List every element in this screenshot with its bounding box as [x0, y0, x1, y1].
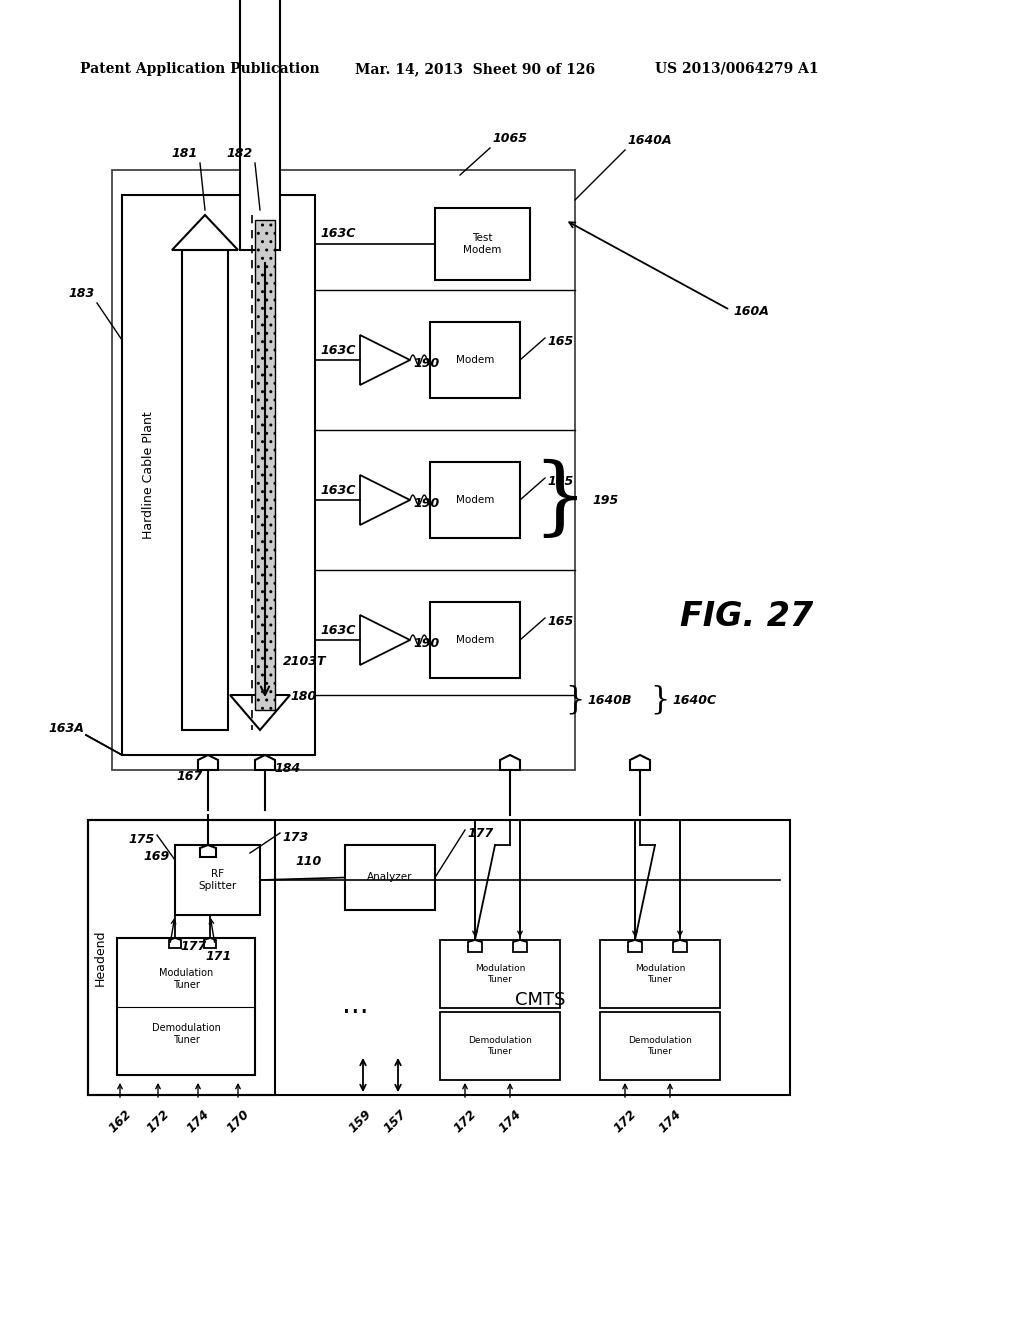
Text: 183: 183	[69, 286, 95, 300]
Text: }: }	[650, 685, 670, 715]
Text: 172: 172	[611, 1107, 639, 1135]
Text: 163C: 163C	[319, 624, 355, 638]
Text: 171: 171	[205, 950, 231, 964]
Text: 163C: 163C	[319, 345, 355, 356]
Polygon shape	[630, 755, 650, 770]
Text: Headend: Headend	[93, 929, 106, 986]
Bar	[430, 462, 520, 539]
Text: Mar. 14, 2013  Sheet 90 of 126: Mar. 14, 2013 Sheet 90 of 126	[355, 62, 595, 77]
Bar	[182, 249, 228, 730]
Text: }: }	[532, 458, 588, 541]
Text: Analyzer: Analyzer	[368, 873, 413, 883]
Polygon shape	[204, 939, 216, 948]
Text: US 2013/0064279 A1: US 2013/0064279 A1	[655, 62, 818, 77]
Text: 1640B: 1640B	[587, 693, 632, 706]
Polygon shape	[500, 755, 520, 770]
Bar	[175, 845, 260, 915]
Text: Demodulation
Tuner: Demodulation Tuner	[468, 1036, 531, 1056]
Text: 195: 195	[592, 494, 618, 507]
Bar	[430, 602, 520, 678]
Text: 177: 177	[180, 940, 206, 953]
Polygon shape	[468, 940, 482, 952]
Bar	[88, 820, 790, 1096]
Text: Hardline Cable Plant: Hardline Cable Plant	[141, 411, 155, 539]
Polygon shape	[198, 755, 218, 770]
Polygon shape	[230, 696, 290, 730]
Text: 159: 159	[346, 1107, 374, 1135]
Polygon shape	[513, 940, 527, 952]
Text: Modulation
Tuner: Modulation Tuner	[159, 969, 213, 990]
Polygon shape	[200, 845, 216, 857]
Text: 2103T: 2103T	[283, 655, 327, 668]
Text: 1640A: 1640A	[627, 135, 672, 147]
Bar	[600, 1012, 720, 1080]
Text: 174: 174	[496, 1107, 524, 1135]
Polygon shape	[673, 940, 687, 952]
Text: 1065: 1065	[492, 132, 527, 145]
Text: 175: 175	[129, 833, 155, 846]
Text: 174: 174	[184, 1107, 212, 1135]
Text: 190: 190	[413, 498, 439, 510]
Text: Modem: Modem	[456, 355, 495, 366]
Bar	[440, 940, 560, 1008]
Bar	[435, 209, 530, 280]
Bar	[112, 170, 575, 770]
Text: 157: 157	[381, 1107, 409, 1135]
Text: 181: 181	[172, 147, 198, 160]
Text: Modem: Modem	[456, 635, 495, 645]
Text: ...: ...	[342, 991, 369, 1019]
Text: 180: 180	[290, 690, 316, 704]
Text: RF
Splitter: RF Splitter	[199, 869, 237, 891]
Text: 190: 190	[413, 638, 439, 649]
Text: CMTS: CMTS	[515, 991, 565, 1008]
Polygon shape	[169, 939, 181, 948]
Text: Demodulation
Tuner: Demodulation Tuner	[628, 1036, 692, 1056]
Text: 190: 190	[413, 356, 439, 370]
Text: FIG. 27: FIG. 27	[680, 601, 813, 634]
Text: 110: 110	[295, 855, 322, 869]
Bar	[240, 0, 280, 249]
Text: 163C: 163C	[319, 227, 355, 240]
Polygon shape	[628, 940, 642, 952]
Text: 160A: 160A	[733, 305, 769, 318]
Text: 165: 165	[547, 335, 573, 348]
Bar	[600, 940, 720, 1008]
Text: Modulation
Tuner: Modulation Tuner	[475, 965, 525, 983]
Text: 163C: 163C	[319, 484, 355, 498]
Text: 170: 170	[224, 1107, 252, 1135]
Bar	[440, 1012, 560, 1080]
Text: Modulation
Tuner: Modulation Tuner	[635, 965, 685, 983]
Text: 169: 169	[143, 850, 170, 863]
Text: Modem: Modem	[456, 495, 495, 506]
Text: 182: 182	[226, 147, 253, 160]
Polygon shape	[255, 755, 275, 770]
Bar	[430, 322, 520, 399]
Text: 172: 172	[452, 1107, 479, 1135]
Text: }: }	[565, 685, 585, 715]
Bar	[345, 845, 435, 909]
Text: 184: 184	[274, 762, 300, 775]
Text: 172: 172	[144, 1107, 172, 1135]
Bar	[255, 220, 275, 710]
Text: Patent Application Publication: Patent Application Publication	[80, 62, 319, 77]
Polygon shape	[360, 615, 410, 665]
Text: 162: 162	[106, 1107, 134, 1135]
Bar	[122, 195, 315, 755]
Bar	[117, 939, 255, 1074]
Text: 163A: 163A	[48, 722, 84, 735]
Text: 167: 167	[177, 770, 203, 783]
Text: Demodulation
Tuner: Demodulation Tuner	[152, 1023, 220, 1044]
Polygon shape	[360, 475, 410, 525]
Polygon shape	[172, 215, 238, 249]
Text: 165: 165	[547, 615, 573, 628]
Text: 165: 165	[547, 475, 573, 488]
Text: 173: 173	[282, 832, 308, 843]
Bar	[88, 820, 275, 1096]
Text: Test
Modem: Test Modem	[463, 234, 502, 255]
Text: 174: 174	[656, 1107, 684, 1135]
Polygon shape	[360, 335, 410, 385]
Text: 177: 177	[467, 828, 494, 840]
Text: 1640C: 1640C	[672, 693, 716, 706]
